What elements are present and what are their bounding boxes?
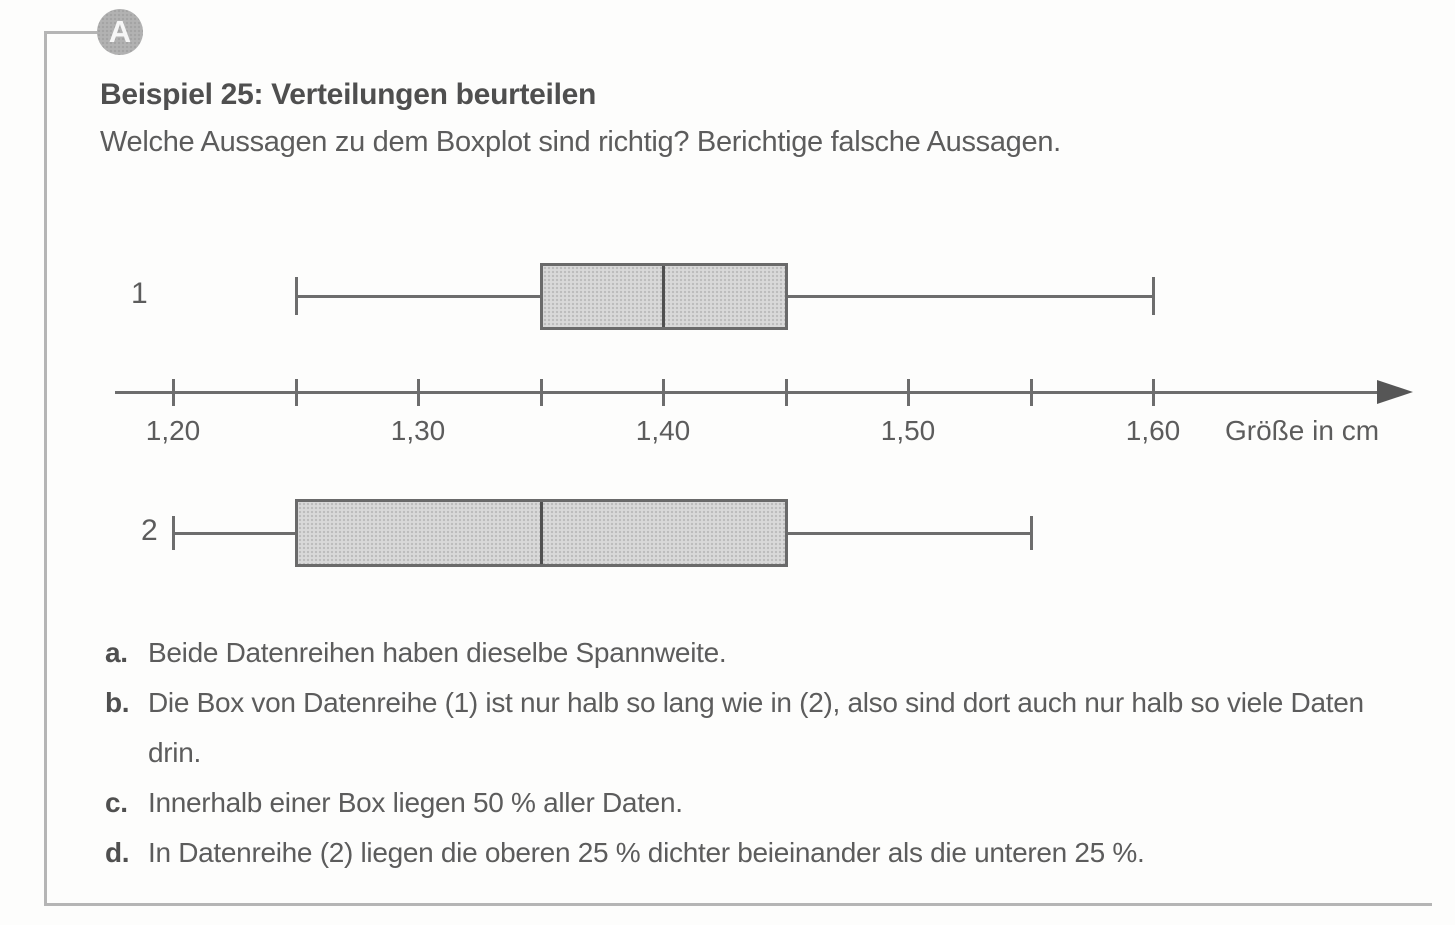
page-title: Beispiel 25: Verteilungen beurteilen bbox=[100, 78, 597, 111]
boxplot-2-label: 2 bbox=[141, 514, 158, 547]
axis-tick-label: 1,20 bbox=[145, 415, 201, 446]
boxplot-1-lower-whisker bbox=[295, 295, 541, 298]
statement-b-text: Die Box von Datenreihe (1) ist nur halb … bbox=[148, 687, 1364, 768]
boxplot-1-max-cap bbox=[1152, 277, 1155, 315]
statement-a-marker: a. bbox=[105, 637, 128, 668]
axis-tick bbox=[417, 379, 420, 406]
axis-tick bbox=[784, 379, 788, 406]
axis-tick-label: 1,50 bbox=[880, 415, 936, 446]
statement-d-text: In Datenreihe (2) liegen die oberen 25 %… bbox=[148, 837, 1145, 868]
statement-b-marker: b. bbox=[105, 687, 130, 718]
boxplot-2-median bbox=[539, 502, 543, 564]
boxplot-1-upper-whisker bbox=[785, 295, 1153, 298]
axis-unit-label: Größe in cm bbox=[1225, 415, 1380, 446]
axis-tick-label: 1,60 bbox=[1125, 415, 1181, 446]
axis-tick bbox=[907, 379, 910, 406]
frame-left-rule bbox=[44, 31, 47, 906]
frame-badge-connector bbox=[44, 31, 100, 34]
statement-a: a. Beide Datenreihen haben dieselbe Span… bbox=[105, 628, 1405, 678]
statement-a-text: Beide Datenreihen haben dieselbe Spannwe… bbox=[148, 637, 727, 668]
statement-c: c. Innerhalb einer Box liegen 50 % aller… bbox=[105, 778, 1405, 828]
boxplot-1-median bbox=[662, 265, 665, 327]
axis-tick-label: 1,40 bbox=[635, 415, 691, 446]
axis-arrow-icon bbox=[1377, 380, 1413, 404]
statement-c-marker: c. bbox=[105, 787, 128, 818]
axis-tick bbox=[172, 379, 175, 406]
axis-tick bbox=[539, 379, 543, 406]
boxplot-2-lower-whisker bbox=[173, 532, 296, 535]
axis-tick bbox=[1152, 379, 1155, 406]
axis-tick bbox=[1029, 379, 1033, 406]
axis-tick bbox=[294, 379, 298, 406]
frame-bottom-rule bbox=[44, 903, 1432, 906]
boxplot-2-upper-whisker bbox=[785, 532, 1031, 535]
statement-d-marker: d. bbox=[105, 837, 130, 868]
axis-tick-label: 1,30 bbox=[390, 415, 446, 446]
section-badge-a: A bbox=[97, 9, 143, 55]
axis-line bbox=[115, 391, 1383, 394]
statement-b: b. Die Box von Datenreihe (1) ist nur ha… bbox=[105, 678, 1405, 778]
statement-c-text: Innerhalb einer Box liegen 50 % aller Da… bbox=[148, 787, 683, 818]
statement-d: d. In Datenreihe (2) liegen die oberen 2… bbox=[105, 828, 1405, 878]
page-subtitle: Welche Aussagen zu dem Boxplot sind rich… bbox=[100, 126, 1061, 158]
axis-tick bbox=[662, 379, 665, 406]
boxplot-1-label: 1 bbox=[131, 277, 148, 310]
boxplot-2-max-cap bbox=[1029, 516, 1033, 550]
